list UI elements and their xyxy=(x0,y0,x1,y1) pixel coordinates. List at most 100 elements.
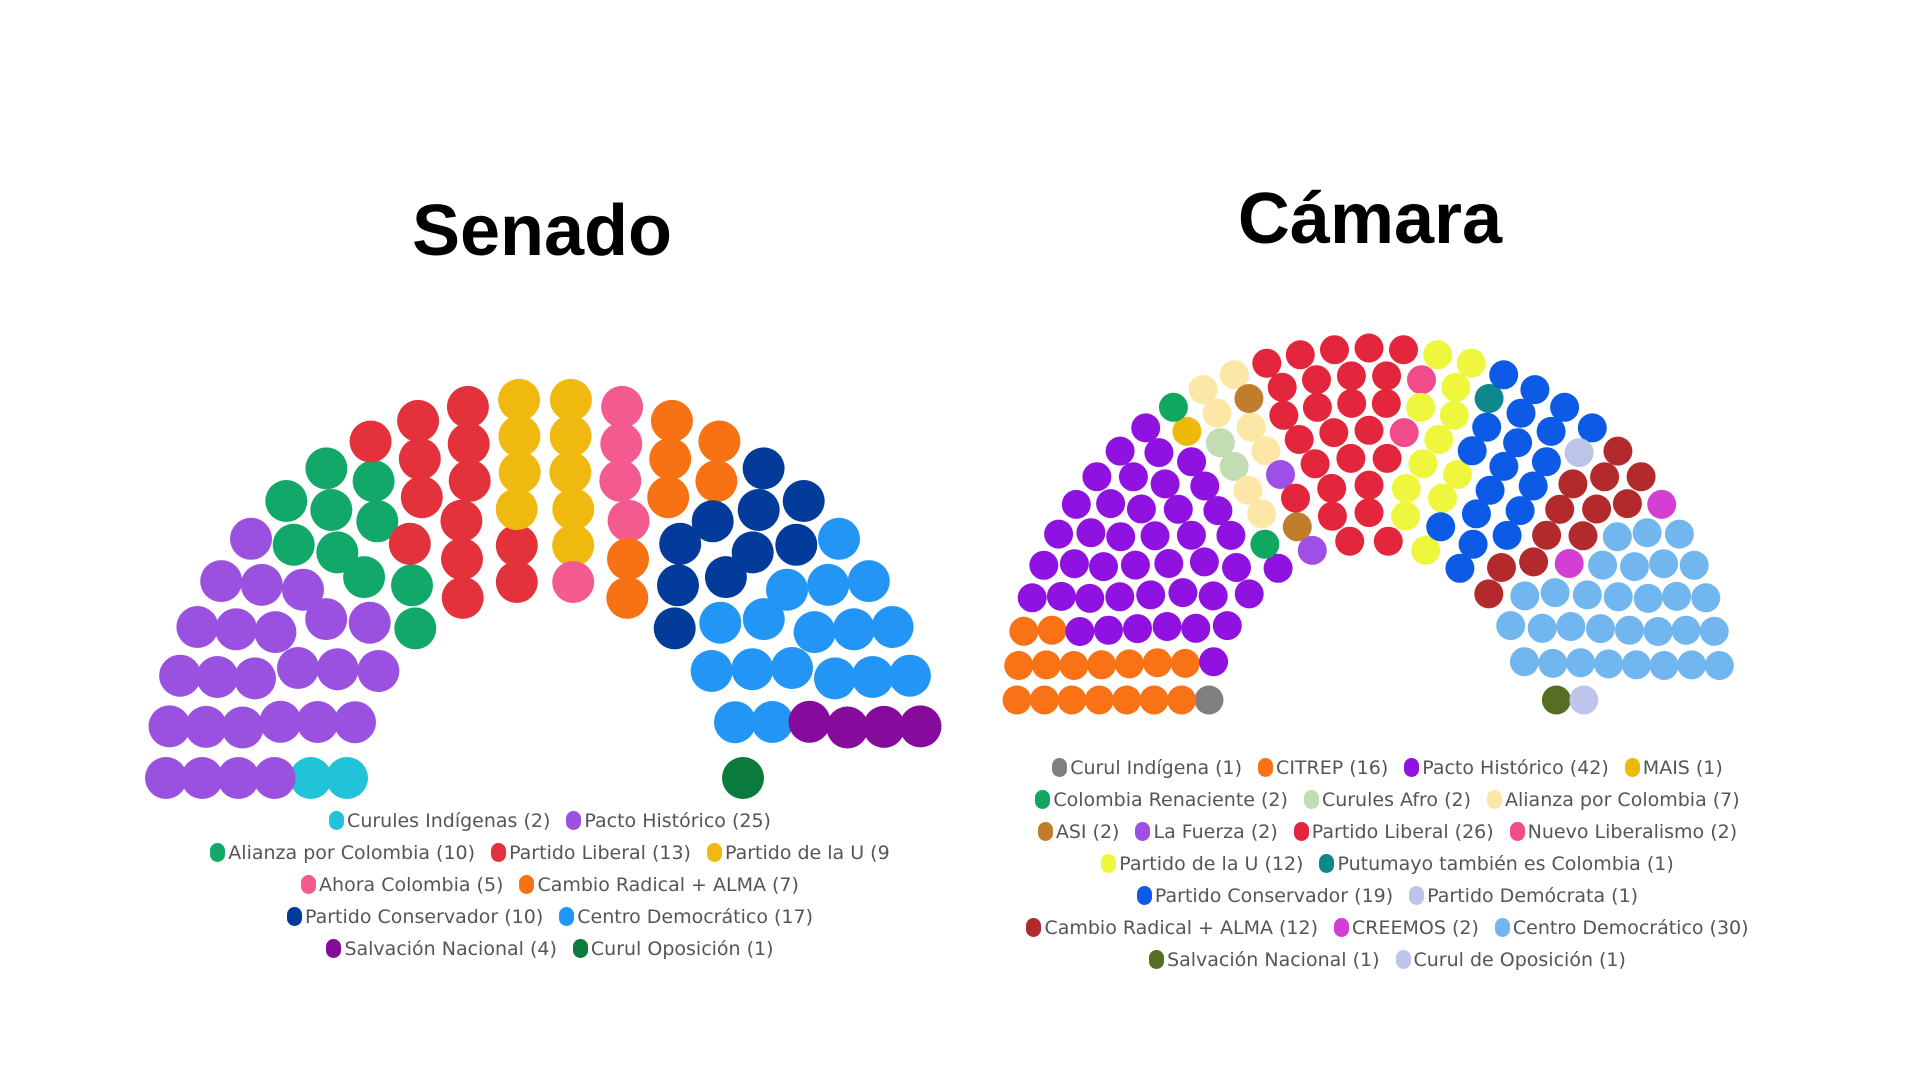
senado-seat xyxy=(549,378,592,421)
camara-legend-item: Curules Afro (2) xyxy=(1303,784,1471,816)
camara-legend-swatch xyxy=(1101,854,1117,873)
camara-legend-swatch xyxy=(1487,790,1502,809)
camara-seat xyxy=(1267,372,1297,402)
senado-seat xyxy=(826,706,869,749)
senado-legend-item: Pacto Histórico (25) xyxy=(566,805,771,837)
camara-seat xyxy=(1189,547,1219,577)
camara-seat xyxy=(1057,685,1087,715)
camara-seat xyxy=(1297,535,1327,565)
camara-legend-label: ASI (2) xyxy=(1055,821,1120,843)
senado-seat xyxy=(751,701,794,743)
camara-seat xyxy=(1489,360,1519,390)
camara-seat xyxy=(1300,449,1330,479)
senado-seat xyxy=(495,524,538,567)
camara-seat xyxy=(1106,522,1136,552)
camara-legend-item: Partido Conservador (19) xyxy=(1136,880,1394,912)
camara-seat xyxy=(1475,475,1505,505)
camara-seat xyxy=(1649,651,1679,680)
camara-seat xyxy=(1354,470,1384,500)
senado-legend-swatch xyxy=(519,875,535,894)
camara-seat xyxy=(1371,388,1401,418)
senado-legend-label: Curul Oposición (1) xyxy=(590,938,774,960)
camara-seat xyxy=(1588,550,1618,580)
senado-seat xyxy=(607,499,650,542)
camara-seat xyxy=(1177,447,1207,477)
senado-seat xyxy=(397,399,440,442)
camara-legend-swatch xyxy=(1395,950,1411,969)
camara-seat xyxy=(1188,375,1218,405)
senado-seat xyxy=(807,563,850,606)
camara-seat xyxy=(1234,579,1264,609)
camara-seat xyxy=(1472,412,1502,442)
camara-seat xyxy=(1181,613,1211,643)
camara-seat xyxy=(1251,436,1281,466)
camara-seat xyxy=(1699,616,1729,646)
senado-seat xyxy=(788,700,831,743)
camara-seat xyxy=(1281,483,1310,513)
senado-seat xyxy=(695,460,738,503)
camara-legend-row: Curul Indígena (1) CITREP (16) Pacto Histó… xyxy=(975,752,1800,784)
camara-seat xyxy=(1219,360,1249,390)
camara-legend-item: ASI (2) xyxy=(1037,816,1120,848)
camara-seat xyxy=(1577,413,1607,443)
senado-seat xyxy=(498,378,541,421)
camara-legend-label: Centro Democrático (30) xyxy=(1512,917,1749,939)
camara-legend-label: Partido Liberal (26) xyxy=(1311,821,1494,843)
senado-legend: Curules Indígenas (2) Pacto Histórico (25… xyxy=(150,805,950,965)
camara-seat xyxy=(1284,425,1314,454)
camara-seat xyxy=(1372,361,1402,391)
camara-seat xyxy=(1461,499,1491,529)
camara-seat xyxy=(1424,425,1454,454)
camara-seat xyxy=(1677,650,1707,680)
senado-seat xyxy=(447,422,490,465)
senado-seat xyxy=(649,437,692,480)
senado-seat xyxy=(552,561,595,603)
senado-seat xyxy=(498,415,541,458)
camara-seat xyxy=(1150,469,1180,499)
senado-legend-label: Alianza por Colombia (10) xyxy=(228,842,476,864)
camara-seat xyxy=(1594,649,1624,679)
camara-seat xyxy=(1222,553,1251,582)
senado-seat xyxy=(441,538,483,580)
senado-seat xyxy=(334,701,376,744)
senado-legend-swatch xyxy=(287,907,302,926)
senado-legend-item: Partido de la U (9 xyxy=(706,837,890,869)
camara-legend-row: Partido Conservador (19) Partido Demócrat… xyxy=(975,880,1800,912)
camara-seat xyxy=(1572,580,1602,610)
camara-seat xyxy=(1545,494,1575,524)
senado-legend-label: Ahora Colombia (5) xyxy=(319,874,504,896)
camara-seat xyxy=(1004,651,1034,680)
senado-legend-label: Partido de la U (9 xyxy=(724,842,890,864)
senado-seat xyxy=(731,648,774,691)
camara-seat xyxy=(1190,471,1220,501)
senado-seat xyxy=(793,611,836,654)
senado-legend-item: Curules Indígenas (2) xyxy=(329,805,550,837)
camara-legend-label: Partido Conservador (19) xyxy=(1154,885,1394,907)
camara-legend-item: Curul de Oposición (1) xyxy=(1395,944,1626,976)
senado-seat xyxy=(722,757,764,799)
senado-seat xyxy=(659,522,702,565)
senado-seat xyxy=(549,451,592,494)
camara-seat xyxy=(1626,462,1656,492)
camara-seat xyxy=(1518,471,1548,501)
camara-seat xyxy=(1649,549,1679,579)
senado-seat xyxy=(254,611,297,654)
camara-seat xyxy=(1550,392,1580,422)
senado-seat xyxy=(742,598,785,641)
camara-legend-label: Partido de la U (12) xyxy=(1119,853,1304,875)
senado-legend-item: Curul Oposición (1) xyxy=(572,933,774,965)
senado-seat xyxy=(863,705,905,748)
senado-seat xyxy=(348,601,391,644)
camara-seat xyxy=(1202,398,1232,428)
senado-legend-label: Curules Indígenas (2) xyxy=(347,810,551,832)
camara-seat xyxy=(1474,579,1504,609)
camara-legend-swatch xyxy=(1334,918,1350,937)
senado-seat xyxy=(289,757,332,799)
camara-seat xyxy=(1441,372,1471,402)
camara-seat xyxy=(1266,460,1295,489)
camara-seat xyxy=(1061,489,1091,519)
camara-seat xyxy=(1354,498,1384,528)
senado-legend-row: Salvación Nacional (4) Curul Oposición (1… xyxy=(150,933,950,965)
camara-seat xyxy=(1527,613,1557,643)
